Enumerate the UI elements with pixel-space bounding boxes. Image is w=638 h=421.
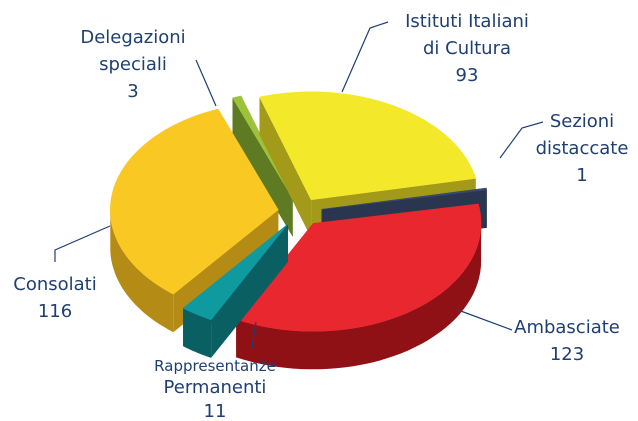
slice [321,187,488,210]
slice-value: 1 [576,165,587,186]
slice-label: Istituti Italiani di Cultura [405,11,529,59]
label-line: Permanenti [164,377,267,398]
label-line: Consolati [13,274,96,295]
slice [182,223,289,321]
slice-label: Delegazioni speciali [80,27,185,75]
leader-line [457,309,513,331]
slice-value: 11 [204,401,227,421]
label-line: Rappresentanze [154,357,276,375]
label-line: Delegazioni [80,27,185,48]
slice-value: 3 [127,81,138,102]
slice-label: Sezioni distaccate [536,111,629,159]
slice-label: Rappresentanze Permanenti [154,357,276,399]
slice-label: Ambasciate [514,317,620,338]
slice [259,91,477,201]
slice-value: 93 [456,65,479,86]
label-line: speciali [99,54,167,75]
label-line: Ambasciate [514,317,620,338]
slice-label: Consolati [13,274,96,295]
pie [110,91,488,370]
slice-wall [236,223,482,370]
leader-line [499,121,544,159]
slice [110,108,279,295]
label-line: distaccate [536,138,629,159]
leader-lines [54,21,544,349]
slice [232,95,293,199]
label-line: Sezioni [550,111,614,132]
leader-line [341,21,389,93]
slice-wall [110,209,174,333]
leader-line [54,225,111,262]
labels: Delegazioni speciali 3 Istituti Italiani di … [13,11,628,421]
slice-value: 116 [38,301,72,322]
leader-line [195,59,217,107]
label-line: di Cultura [423,38,511,59]
leader-line [251,321,257,349]
slice-wall [183,308,212,358]
slice [235,203,482,332]
label-line: Istituti Italiani [405,11,529,32]
slice-side [259,97,312,238]
slice-value: 123 [550,344,584,365]
